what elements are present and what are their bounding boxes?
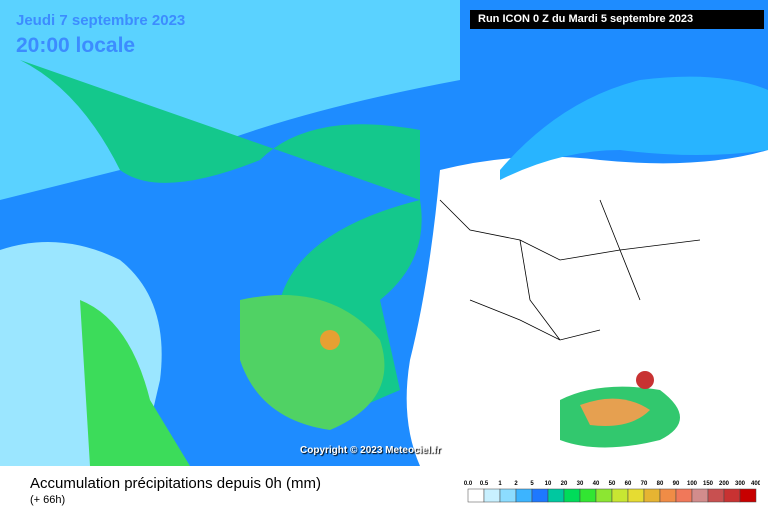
legend-swatch — [611, 488, 629, 503]
precip-green — [80, 300, 190, 466]
europe-land — [406, 150, 768, 466]
legend-label: 150 — [703, 481, 714, 487]
scandinavia-precip — [500, 76, 768, 180]
legend-label: 30 — [577, 481, 584, 487]
legend-label: 200 — [719, 481, 730, 487]
legend-swatch — [627, 488, 645, 503]
legend-swatch — [499, 488, 517, 503]
precip-system — [240, 295, 385, 430]
med-core — [580, 398, 650, 426]
legend-label: 10 — [545, 481, 552, 487]
footer-title: Accumulation précipitations depuis 0h (m… — [30, 475, 321, 492]
date: Jeudi 7 septembre 2023 — [16, 12, 186, 29]
legend-swatch — [531, 488, 549, 503]
legend-swatch — [515, 488, 533, 503]
legend-label: 50 — [609, 481, 616, 487]
run-info: Run ICON 0 Z du Mardi 5 septembre 2023 — [470, 10, 764, 29]
copyright: Copyright © 2023 Meteociel.fr — [300, 445, 441, 456]
legend-label: 5 — [530, 481, 534, 487]
legend-swatch — [659, 488, 677, 503]
legend-swatch — [483, 488, 501, 503]
legend-swatch — [547, 488, 565, 503]
legend-label: 0.5 — [480, 481, 489, 487]
legend-label: 40 — [593, 481, 600, 487]
legend-swatch — [563, 488, 581, 503]
legend-swatch — [707, 488, 725, 503]
legend-label: 300 — [735, 481, 746, 487]
legend-label: 100 — [687, 481, 698, 487]
legend-label: 20 — [561, 481, 568, 487]
legend-swatch — [595, 488, 613, 503]
legend-label: 70 — [641, 481, 648, 487]
legend-swatch — [675, 488, 693, 503]
legend-swatch — [643, 488, 661, 503]
legend-label: 0.0 — [464, 481, 473, 487]
legend-swatch — [723, 488, 741, 503]
legend-swatch — [739, 488, 757, 503]
legend-label: 80 — [657, 481, 664, 487]
legend-label: 90 — [673, 481, 680, 487]
lead-time: (+ 66h) — [30, 494, 66, 506]
legend-swatch — [467, 488, 485, 503]
time: 20:00 locale — [16, 34, 136, 57]
legend-label: 2 — [514, 481, 518, 487]
borders — [439, 199, 701, 341]
legend-label: 400 — [751, 481, 760, 487]
legend-label: 60 — [625, 481, 632, 487]
legend-label: 1 — [498, 481, 502, 487]
greece-core — [636, 371, 654, 389]
legend: 0.0 0.5 1 2 5 10 20 30 40 50 60 70 80 90 100 150 200 300 4… — [464, 481, 760, 503]
legend-swatch — [691, 488, 709, 503]
legend-swatch — [579, 488, 597, 503]
precip-core — [320, 330, 340, 350]
weather-map — [0, 0, 768, 466]
